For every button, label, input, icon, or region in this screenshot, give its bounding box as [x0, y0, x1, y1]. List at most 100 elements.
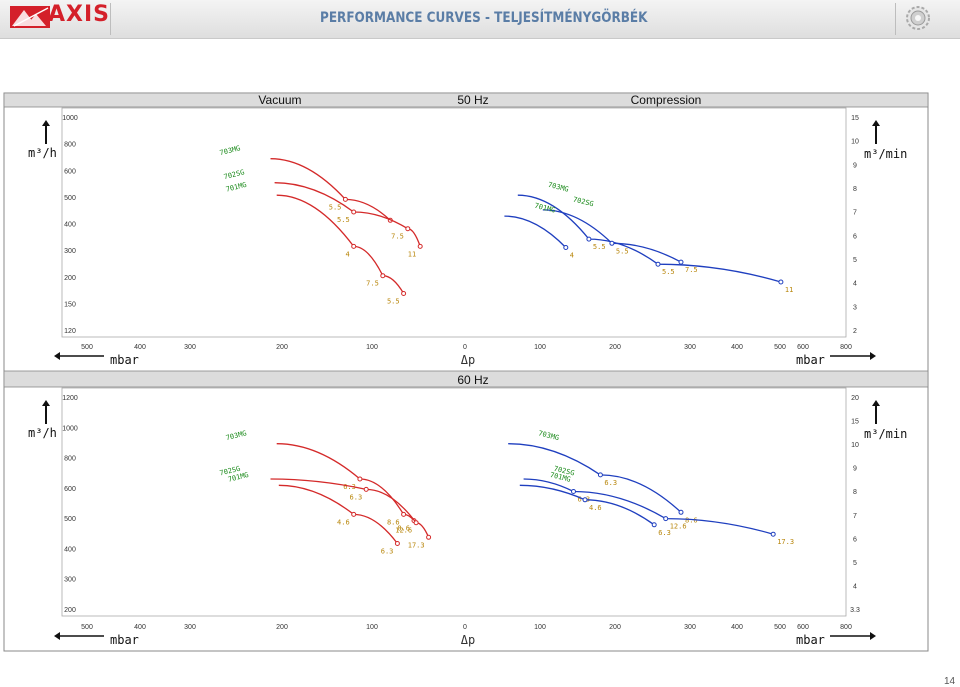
x-unit-right-arrowhead — [870, 352, 876, 360]
right-axis-arrowhead — [872, 120, 880, 126]
x-tick-label: 400 — [731, 624, 743, 631]
data-point — [678, 509, 684, 515]
panel-header — [3, 92, 929, 108]
right-tick-label: 9 — [853, 466, 857, 473]
series-line-702sg — [270, 478, 430, 538]
x-tick-label: 400 — [134, 344, 146, 351]
panel-title: 50 Hz — [457, 93, 488, 107]
left-tick-label: 600 — [64, 168, 76, 175]
x-tick-label: 300 — [684, 624, 696, 631]
pressure-annotation: 6.3 — [381, 548, 394, 556]
x-tick-label: 300 — [684, 344, 696, 351]
panel-50-hz: 50 Hz Vacuum Compression 1000 800 600 500 400 30… — [3, 92, 929, 367]
pressure-annotation: 17.3 — [777, 538, 794, 546]
x-tick-label: 600 — [797, 624, 809, 631]
pressure-annotation: 7.5 — [366, 280, 379, 288]
left-tick-label: 500 — [64, 516, 76, 523]
gear-icon[interactable] — [903, 3, 933, 33]
series-line-702sg — [523, 478, 774, 535]
right-tick-label: 15 — [851, 419, 859, 426]
header-divider — [110, 3, 111, 35]
right-tick-label: 3 — [853, 304, 857, 311]
data-point — [778, 279, 784, 285]
x-tick-label: 300 — [184, 624, 196, 631]
left-tick-label: 800 — [64, 142, 76, 149]
pressure-annotation: 6.3 — [343, 483, 356, 491]
pressure-annotation: 4.6 — [337, 518, 350, 526]
pressure-annotation: 8.6 — [685, 516, 698, 524]
data-point — [363, 486, 369, 492]
x-unit-left-arrowhead — [54, 352, 60, 360]
brand-name: AXIS — [48, 2, 111, 27]
pressure-annotation: 8.6 — [397, 525, 410, 533]
left-tick-label: 400 — [64, 222, 76, 229]
plot-area — [61, 107, 847, 338]
x-tick-label: 400 — [731, 344, 743, 351]
x-tick-label: 500 — [774, 624, 786, 631]
x-tick-label: 800 — [840, 624, 852, 631]
left-tick-label: 800 — [64, 456, 76, 463]
right-tick-label: 6 — [853, 536, 857, 543]
right-tick-label: 5 — [853, 257, 857, 264]
data-point — [413, 520, 419, 526]
series-line-701mg — [276, 194, 405, 294]
vacuum-label: Vacuum — [258, 93, 301, 107]
data-point — [597, 472, 603, 478]
left-axis-arrowhead — [42, 120, 50, 126]
right-tick-label: 5 — [853, 560, 857, 567]
pressure-annotation: 5.5 — [387, 298, 400, 306]
pressure-annotation: 4 — [345, 250, 349, 258]
pressure-annotation: 7.5 — [685, 266, 698, 274]
left-tick-label: 120 — [64, 328, 76, 335]
data-point — [351, 511, 357, 517]
pressure-annotation: 8.6 — [387, 518, 400, 526]
right-tick-label: 9 — [853, 162, 857, 169]
pressure-annotation: 11 — [408, 250, 416, 258]
x-axis-label: Δp — [461, 633, 475, 647]
data-point — [426, 534, 432, 540]
x-tick-label: 100 — [534, 344, 546, 351]
pressure-annotation: 5.5 — [593, 243, 606, 251]
left-tick-label: 150 — [64, 301, 76, 308]
data-point — [401, 511, 407, 517]
plot-area — [61, 387, 847, 617]
right-tick-label: 20 — [851, 395, 859, 402]
pressure-annotation: 5.5 — [329, 203, 342, 211]
left-tick-label: 200 — [64, 607, 76, 614]
x-unit-right: mbar — [796, 353, 825, 367]
x-tick-label: 100 — [534, 624, 546, 631]
series-line-702sg — [274, 182, 421, 247]
data-point — [417, 243, 423, 249]
right-tick-label: 2 — [853, 328, 857, 335]
panel-60-hz: 60 Hz12001000800600500400300200201510987… — [3, 370, 929, 647]
x-tick-label: 300 — [184, 344, 196, 351]
data-point — [357, 476, 363, 482]
right-tick-label: 7 — [853, 210, 857, 217]
data-point — [351, 243, 357, 249]
data-point — [582, 497, 588, 503]
x-tick-label: 500 — [81, 344, 93, 351]
left-tick-label: 200 — [64, 275, 76, 282]
left-tick-label: 1000 — [62, 115, 78, 122]
data-point — [405, 226, 411, 232]
left-tick-label: 300 — [64, 248, 76, 255]
pressure-annotation: 5.5 — [662, 268, 675, 276]
left-tick-label: 400 — [64, 546, 76, 553]
series-line-703mg — [276, 443, 415, 522]
left-tick-label: 300 — [64, 577, 76, 584]
x-tick-label: 500 — [774, 344, 786, 351]
pressure-annotation: 6.3 — [658, 529, 671, 537]
left-axis-label: m³/h — [28, 146, 57, 160]
right-tick-label: 15 — [851, 115, 859, 122]
pressure-annotation: 17.3 — [408, 541, 425, 549]
left-tick-label: 500 — [64, 195, 76, 202]
data-point — [609, 240, 615, 246]
pressure-annotation: 6.3 — [350, 493, 363, 501]
pressure-annotation: 6.3 — [604, 479, 617, 487]
right-tick-label: 10 — [851, 139, 859, 146]
x-unit-right: mbar — [796, 633, 825, 647]
pressure-annotation: 5.5 — [616, 247, 629, 255]
right-axis-label: m³/min — [864, 427, 907, 441]
compression-label: Compression — [631, 93, 702, 107]
right-tick-label: 7 — [853, 513, 857, 520]
